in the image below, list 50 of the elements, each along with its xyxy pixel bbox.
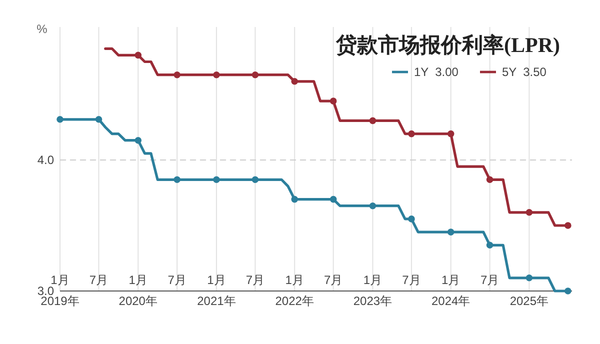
x2-tick-label: 2024年 [432, 294, 470, 308]
point [486, 176, 494, 184]
y-tick-label: 4.0 [37, 153, 54, 168]
y-axis-title: % [36, 22, 48, 36]
x2-tick-label: 2019年 [40, 294, 80, 308]
point [95, 116, 102, 123]
x-tick-label: 7月 [168, 273, 186, 287]
x-tick-label: 7月 [324, 273, 343, 287]
point [447, 130, 454, 138]
point [291, 196, 298, 203]
point [526, 274, 533, 282]
x-tick-label: 1月 [363, 273, 382, 287]
point [526, 209, 533, 216]
x-tick-label: 7月 [246, 273, 265, 287]
point [213, 71, 220, 78]
point [408, 130, 415, 138]
point [252, 176, 259, 184]
legend-label: 1Y 3.00 [414, 65, 459, 80]
point [369, 202, 376, 210]
point [447, 228, 454, 236]
x2-tick-label: 2022年 [275, 294, 314, 308]
point [134, 136, 142, 144]
point [291, 78, 298, 85]
x-tick-label: 1月 [285, 273, 304, 287]
x2-tick-label: 2021年 [197, 294, 236, 308]
x-tick-label: 1月 [50, 273, 70, 287]
point [564, 288, 572, 294]
x-tick-label: 7月 [480, 273, 500, 287]
chart-title: 贷款市场报价利率(LPR) [335, 33, 560, 57]
point [330, 98, 337, 104]
x-tick-label: 7月 [402, 273, 421, 287]
point [369, 117, 376, 124]
x2-tick-label: 2023年 [353, 294, 392, 308]
x2-tick-label: 2025年 [510, 294, 549, 308]
point [174, 176, 180, 184]
point [408, 216, 415, 222]
x2-tick-label: 2020年 [118, 294, 158, 308]
x-tick-label: 7月 [89, 273, 108, 287]
point [213, 176, 220, 184]
point [134, 52, 142, 59]
point [56, 116, 64, 123]
point [564, 222, 572, 229]
x-tick-label: 1月 [442, 273, 460, 287]
legend-label: 5Y 3.50 [502, 65, 547, 80]
point [252, 71, 259, 78]
x-tick-label: 1月 [128, 273, 148, 287]
point [330, 196, 337, 203]
point [174, 71, 180, 78]
x-tick-label: 1月 [207, 273, 226, 287]
point [486, 242, 494, 249]
